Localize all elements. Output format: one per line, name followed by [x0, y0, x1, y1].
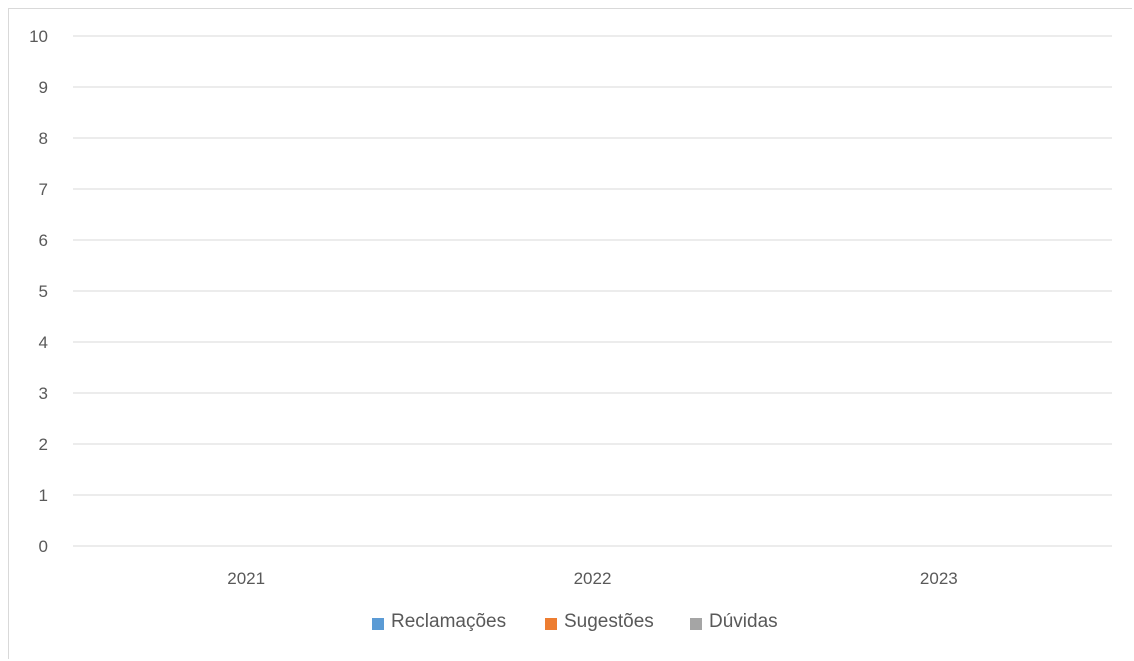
y-tick-label: 9 [39, 78, 48, 97]
legend-label: Reclamações [391, 611, 506, 632]
legend-label: Dúvidas [709, 611, 778, 632]
y-tick-label: 7 [39, 180, 48, 199]
y-tick-label: 2 [39, 435, 48, 454]
legend: Reclamações Sugestões Dúvidas [372, 611, 778, 632]
y-tick-label: 6 [39, 231, 48, 250]
y-tick-label: 1 [39, 486, 48, 505]
x-tick-label: 2023 [920, 569, 958, 588]
x-tick-label: 2022 [574, 569, 612, 588]
y-tick-label: 5 [39, 282, 48, 301]
y-tick-label: 4 [39, 333, 48, 352]
legend-swatch [690, 618, 702, 630]
x-tick-label: 2021 [227, 569, 265, 588]
gridlines [73, 35, 1112, 547]
chart-frame [8, 8, 1132, 659]
legend-label: Sugestões [564, 611, 654, 632]
y-axis-ticks: 0 1 2 3 4 5 6 7 8 9 10 [29, 27, 48, 556]
y-tick-label: 10 [29, 27, 48, 46]
y-tick-label: 8 [39, 129, 48, 148]
y-tick-label: 3 [39, 384, 48, 403]
x-axis-ticks: 2021 2022 2023 [227, 569, 957, 588]
y-tick-label: 0 [39, 537, 48, 556]
legend-swatch [372, 618, 384, 630]
legend-swatch [545, 618, 557, 630]
